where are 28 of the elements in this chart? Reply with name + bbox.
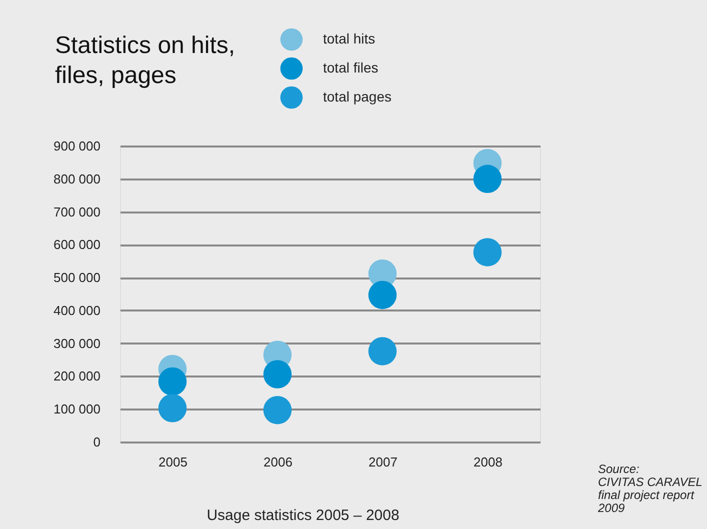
- x-tick-label: 2005: [158, 454, 188, 470]
- point: [473, 164, 502, 194]
- x-tick-label: 2008: [474, 454, 502, 470]
- point: [158, 367, 187, 396]
- point: [473, 238, 502, 266]
- y-tick-label: 700 000: [54, 204, 100, 220]
- y-tick-label: 500 000: [54, 270, 100, 286]
- source-note: Source: CIVITAS CARAVEL final project report 2009: [597, 462, 702, 515]
- chart-title: Statistics on hits, files, pages: [55, 32, 236, 89]
- y-tick-label: 800 000: [54, 171, 100, 186]
- point: [368, 280, 397, 310]
- y-tick-label: 600 000: [54, 237, 100, 252]
- y-tick-label: 400 000: [54, 302, 100, 318]
- legend-label: total files: [323, 60, 378, 76]
- point: [158, 394, 187, 422]
- legend-label: total hits: [323, 30, 376, 46]
- legend-label: total pages: [323, 88, 392, 104]
- point: [368, 337, 397, 366]
- y-tick-label: 0: [93, 434, 100, 450]
- x-tick-label: 2007: [368, 454, 398, 470]
- y-tick-label: 100 000: [54, 402, 100, 417]
- y-tick-label: 200 000: [54, 368, 100, 384]
- point: [263, 360, 292, 388]
- y-tick-label: 900 000: [54, 138, 100, 154]
- text: Usage statistics 2005 – 2008: [206, 507, 400, 524]
- point: [263, 396, 292, 424]
- y-tick-label: 300 000: [54, 336, 100, 351]
- x-tick-label: 2006: [264, 454, 292, 470]
